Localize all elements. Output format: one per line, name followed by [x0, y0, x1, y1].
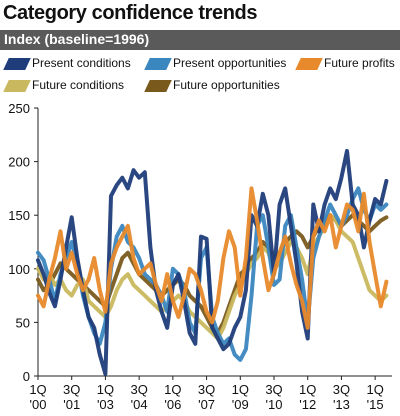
legend-label-future-opportunities: Future opportunities — [173, 78, 280, 92]
legend-swatch-present-opportunities — [144, 58, 172, 70]
x-tick-label-top: 3Q — [333, 382, 350, 397]
x-tick-label-top: 1Q — [366, 382, 383, 397]
legend-label-future-profits: Future profits — [324, 56, 395, 70]
legend-swatch-future-conditions — [3, 80, 31, 92]
y-tick-label: 250 — [8, 101, 30, 116]
x-tick-label-bottom: '01 — [63, 397, 80, 412]
x-tick-label-top: 3Q — [130, 382, 147, 397]
x-tick-label-bottom: '12 — [299, 397, 316, 412]
legend-swatch-future-profits — [295, 58, 323, 70]
x-tick-label-top: 1Q — [232, 382, 249, 397]
x-tick-label-top: 1Q — [299, 382, 316, 397]
x-tick-label-top: 1Q — [29, 382, 46, 397]
series-line-future-profits — [36, 186, 389, 330]
legend: Present conditions Present opportunities… — [0, 54, 400, 100]
legend-swatch-present-conditions — [3, 58, 31, 70]
x-tick-label-top: 1Q — [164, 382, 181, 397]
x-tick-label-bottom: '15 — [367, 397, 384, 412]
x-tick-label-top: 3Q — [265, 382, 282, 397]
x-tick-label-top: 1Q — [97, 382, 114, 397]
chart-title: Category confidence trends — [3, 2, 258, 24]
x-tick-label-bottom: '03 — [97, 397, 114, 412]
y-tick-label: 150 — [8, 208, 30, 223]
legend-swatch-future-opportunities — [144, 80, 172, 92]
legend-label-present-conditions: Present conditions — [32, 56, 131, 70]
x-tick-label-bottom: '09 — [232, 397, 249, 412]
y-tick-label: 0 — [23, 369, 30, 384]
y-tick-label: 200 — [8, 155, 30, 170]
line-chart: 0501001502002501Q'003Q'011Q'033Q'041Q'06… — [8, 101, 392, 412]
x-tick-label-top: 3Q — [198, 382, 215, 397]
legend-label-present-opportunities: Present opportunities — [173, 56, 287, 70]
legend-label-future-conditions: Future conditions — [32, 78, 125, 92]
y-tick-label: 50 — [16, 315, 30, 330]
x-tick-label-bottom: '07 — [198, 397, 215, 412]
x-tick-label-top: 3Q — [63, 382, 80, 397]
chart-subtitle: Index (baseline=1996) — [4, 31, 150, 47]
y-tick-label: 100 — [8, 262, 30, 277]
x-tick-label-bottom: '00 — [30, 397, 47, 412]
x-tick-label-bottom: '04 — [131, 397, 148, 412]
series-line-present-conditions — [36, 148, 389, 376]
x-tick-label-bottom: '10 — [266, 397, 283, 412]
subtitle-band: Index (baseline=1996) — [0, 30, 400, 50]
x-tick-label-bottom: '06 — [164, 397, 181, 412]
x-tick-label-bottom: '13 — [333, 397, 350, 412]
